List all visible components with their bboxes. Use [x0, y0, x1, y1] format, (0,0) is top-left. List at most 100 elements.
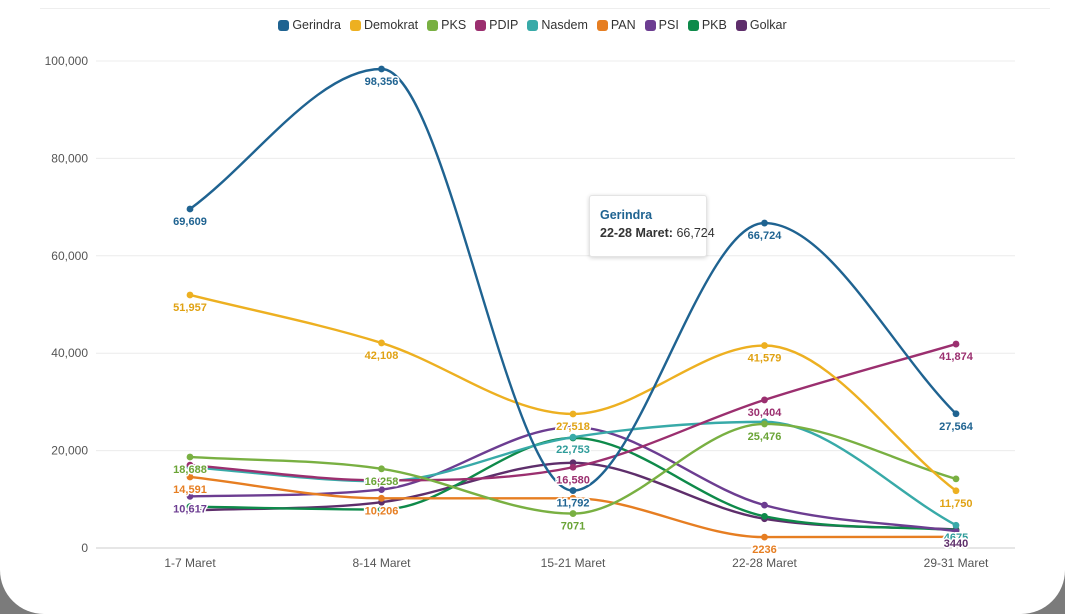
data-point-nasdem	[569, 433, 577, 441]
legend-swatch	[349, 19, 361, 31]
data-label: 30,404	[748, 407, 783, 419]
data-point-gerindra	[569, 487, 577, 494]
tooltip-value: 66,724	[676, 226, 715, 240]
data-point-psi	[952, 527, 960, 535]
legend-label: PAN	[610, 18, 636, 32]
legend-swatch	[644, 19, 656, 31]
legend-item-pdip[interactable]: PDIP	[475, 18, 518, 32]
data-point-pdip	[186, 461, 194, 469]
data-label: 27,518	[556, 421, 590, 433]
top-divider	[40, 0, 1050, 9]
data-point-gerindra	[378, 65, 385, 73]
data-label: 18,688	[173, 464, 207, 476]
legend-swatch	[475, 19, 487, 31]
data-point-gerindra	[186, 205, 194, 213]
data-label: 22,753	[556, 444, 590, 456]
legend-label: PKB	[701, 18, 727, 32]
data-label: 10,206	[365, 505, 399, 517]
data-point-pdip	[569, 463, 577, 471]
y-tick-label: 100,000	[45, 54, 89, 68]
data-point-demokrat	[186, 291, 194, 299]
data-point-pks	[761, 420, 768, 428]
legend-item-demokrat[interactable]: Demokrat	[349, 18, 418, 32]
y-tick-label: 60,000	[51, 249, 88, 263]
data-label: 41,874	[939, 351, 974, 363]
data-point-nasdem	[952, 521, 960, 529]
data-point-pan	[952, 533, 960, 541]
data-point-pdip	[761, 396, 768, 404]
legend-item-gerindra[interactable]: Gerindra	[278, 18, 341, 32]
legend-label: PDIP	[489, 18, 519, 32]
tooltip: Gerindra 22-28 Maret: 66,724	[589, 195, 715, 257]
data-label: 2236	[752, 544, 776, 556]
data-point-pan	[378, 494, 385, 502]
data-point-pks	[186, 453, 194, 461]
legend-swatch	[687, 19, 699, 31]
legend-item-pan[interactable]: PAN	[596, 18, 636, 32]
data-point-demokrat	[569, 410, 577, 418]
data-label: 98,356	[365, 76, 399, 88]
legend-label: Nasdem	[541, 18, 588, 32]
y-tick-label: 20,000	[51, 444, 88, 458]
data-point-pkb	[378, 506, 385, 513]
data-label: 11,792	[556, 498, 589, 510]
data-label: 51,957	[173, 302, 207, 314]
data-label: 7071	[561, 521, 585, 533]
data-label: 42,108	[365, 350, 399, 362]
legend-item-pks[interactable]: PKS	[427, 18, 466, 32]
data-point-pdip	[378, 476, 385, 484]
data-point-gerindra	[761, 219, 768, 227]
data-point-pks	[952, 475, 960, 483]
data-point-pks	[378, 465, 385, 473]
x-tick-label: 8-14 Maret	[352, 556, 411, 570]
data-label: 69,609	[173, 216, 207, 228]
legend-swatch	[427, 19, 439, 31]
data-point-pan	[761, 533, 768, 541]
y-tick-label: 80,000	[51, 151, 88, 165]
data-label: 66,724	[748, 230, 783, 242]
legend-item-golkar[interactable]: Golkar	[735, 18, 787, 32]
data-label: 3440	[944, 538, 968, 550]
data-point-psi	[378, 486, 385, 493]
data-point-demokrat	[378, 339, 385, 347]
legend-item-psi[interactable]: PSI	[644, 18, 679, 32]
data-point-psi	[569, 423, 577, 431]
x-tick-label: 29-31 Maret	[924, 556, 989, 570]
tooltip-category: 22-28 Maret:	[600, 226, 673, 240]
legend-item-pkb[interactable]: PKB	[687, 18, 727, 32]
legend-swatch	[735, 19, 747, 31]
y-tick-label: 40,000	[51, 346, 88, 360]
data-label: 14,591	[173, 484, 207, 496]
data-point-pkb	[761, 512, 768, 520]
data-label: 41,579	[748, 353, 782, 365]
data-point-pks	[569, 510, 577, 517]
data-label: 4675	[944, 532, 968, 544]
legend: Gerindra Demokrat PKS PDIP Nasdem PAN PSI PKB Go…	[0, 18, 1065, 32]
data-label: 11,750	[939, 498, 972, 510]
tooltip-line: 22-28 Maret: 66,724	[600, 226, 715, 240]
legend-swatch	[527, 19, 539, 31]
data-point-pan	[569, 494, 577, 502]
data-label: 27,564	[939, 421, 974, 433]
data-label: 16,580	[556, 474, 590, 486]
legend-item-nasdem[interactable]: Nasdem	[527, 18, 588, 32]
y-tick-label: 0	[81, 541, 88, 555]
data-point-pdip	[952, 340, 960, 348]
data-point-demokrat	[952, 487, 960, 495]
legend-swatch	[596, 19, 608, 31]
data-label: 10,617	[173, 503, 207, 515]
data-point-gerindra	[952, 410, 960, 418]
x-tick-label: 22-28 Maret	[732, 556, 797, 570]
data-point-psi	[186, 492, 194, 500]
legend-label: Golkar	[749, 18, 787, 32]
x-tick-label: 15-21 Maret	[541, 556, 606, 570]
legend-label: PKS	[441, 18, 467, 32]
legend-label: PSI	[658, 18, 679, 32]
tooltip-series: Gerindra	[600, 208, 653, 222]
data-point-demokrat	[761, 342, 768, 349]
data-point-pkb	[186, 503, 194, 511]
data-label: 25,476	[748, 431, 782, 443]
data-label: 16,258	[365, 476, 399, 488]
